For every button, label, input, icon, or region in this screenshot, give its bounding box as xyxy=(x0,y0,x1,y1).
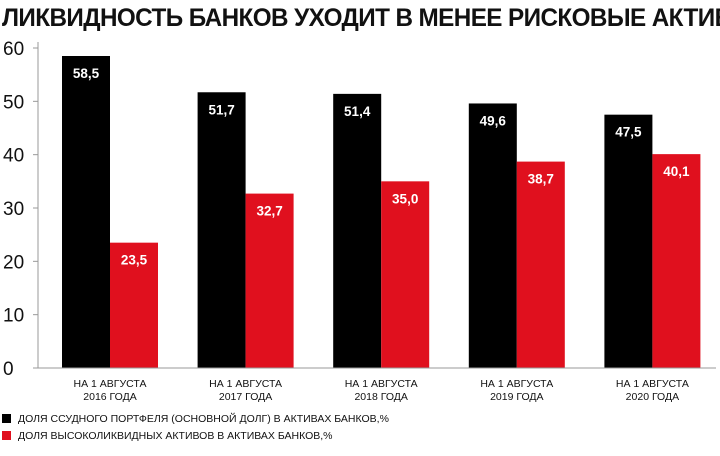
bar-series-2 xyxy=(245,193,294,368)
bar-series-2 xyxy=(652,154,701,368)
y-tick-label: 0 xyxy=(3,359,14,380)
bar-value-label: 23,5 xyxy=(121,253,148,268)
bar-value-label: 38,7 xyxy=(528,172,554,187)
y-tick-label: 60 xyxy=(3,39,24,60)
x-tick-label: НА 1 АВГУСТА xyxy=(74,378,147,390)
bar-value-label: 35,0 xyxy=(392,191,418,206)
chart-title: ЛИКВИДНОСТЬ БАНКОВ УХОДИТ В МЕНЕЕ РИСКОВ… xyxy=(2,4,720,32)
y-tick-label: 30 xyxy=(3,199,24,220)
bars: 58,5 23,5 51,7 32,7 51,4 35,0 49,6 38,7 47,5 40,1 xyxy=(62,56,701,369)
bar-value-label: 47,5 xyxy=(615,125,642,140)
x-tick-label: НА 1 АВГУСТА xyxy=(616,378,689,390)
x-tick-label: 2017 ГОДА xyxy=(219,391,272,403)
bar-value-label: 40,1 xyxy=(663,164,690,179)
bar-series-1 xyxy=(604,114,653,369)
legend-label: ДОЛЯ ВЫСОКОЛИКВИДНЫХ АКТИВОВ В АКТИВАХ Б… xyxy=(18,429,333,442)
x-tick-label: НА 1 АВГУСТА xyxy=(480,378,553,390)
x-tick-label: 2019 ГОДА xyxy=(490,391,543,403)
legend-swatch-red xyxy=(2,431,11,440)
x-tick-label: 2020 ГОДА xyxy=(626,391,679,403)
x-tick-label: НА 1 АВГУСТА xyxy=(345,378,418,390)
x-tick-label: 2018 ГОДА xyxy=(354,391,407,403)
legend: ДОЛЯ ССУДНОГО ПОРТФЕЛЯ (ОСНОВНОЙ ДОЛГ) В… xyxy=(2,410,389,444)
bar-series-1 xyxy=(197,92,246,369)
legend-swatch-black xyxy=(2,414,11,423)
bar-value-label: 51,7 xyxy=(208,102,234,117)
y-tick-label: 10 xyxy=(3,306,24,327)
bar-series-2 xyxy=(110,242,158,368)
bar-series-2 xyxy=(381,181,430,368)
bar-value-label: 32,7 xyxy=(256,204,282,219)
legend-item-liquid-share: ДОЛЯ ВЫСОКОЛИКВИДНЫХ АКТИВОВ В АКТИВАХ Б… xyxy=(2,427,389,444)
bar-value-label: 49,6 xyxy=(480,113,507,128)
x-tick-label: НА 1 АВГУСТА xyxy=(209,378,282,390)
bar-value-label: 51,4 xyxy=(344,104,371,119)
legend-item-loan-share: ДОЛЯ ССУДНОГО ПОРТФЕЛЯ (ОСНОВНОЙ ДОЛГ) В… xyxy=(2,410,389,427)
y-tick-label: 40 xyxy=(3,146,24,167)
y-tick-label: 50 xyxy=(3,92,24,113)
y-axis: 0 10 20 30 40 50 60 xyxy=(3,39,39,380)
bar-chart: 0 10 20 30 40 50 60 58,5 23,5 51,7 32,7 51,4 35,0 49… xyxy=(3,39,716,403)
bar-series-1 xyxy=(62,56,110,368)
bar-series-1 xyxy=(333,93,382,368)
y-tick-label: 20 xyxy=(3,252,24,273)
x-tick-label: 2016 ГОДА xyxy=(83,391,136,403)
bar-series-1 xyxy=(468,103,517,368)
legend-label: ДОЛЯ ССУДНОГО ПОРТФЕЛЯ (ОСНОВНОЙ ДОЛГ) В… xyxy=(18,412,389,425)
bar-value-label: 58,5 xyxy=(73,66,100,81)
bar-series-2 xyxy=(516,161,565,368)
